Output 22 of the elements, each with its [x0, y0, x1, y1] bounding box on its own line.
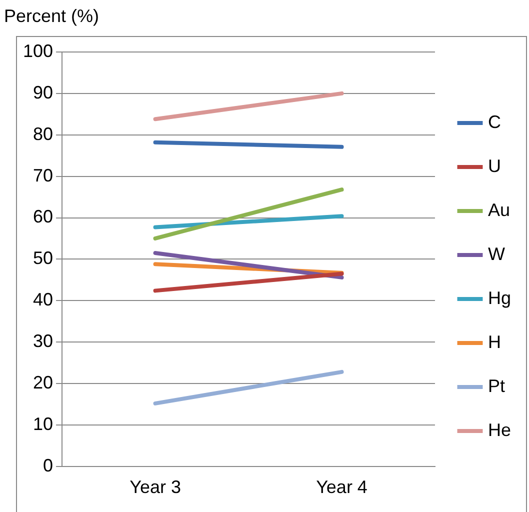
y-tick-label: 80: [33, 124, 54, 144]
y-tick-label: 70: [33, 165, 54, 186]
y-tick-label: 30: [33, 331, 54, 352]
legend-label: H: [488, 332, 501, 352]
y-axis-title: Percent (%): [4, 6, 100, 26]
legend-label: Au: [488, 200, 510, 220]
legend-label: W: [488, 244, 505, 264]
y-tick-label: 40: [33, 290, 54, 310]
legend-label: C: [488, 112, 501, 132]
legend-label: U: [488, 156, 501, 176]
x-tick-label: Year 3: [130, 477, 181, 498]
y-tick-label: 10: [33, 414, 54, 434]
y-tick-label: 20: [33, 372, 54, 392]
x-tick-label: Year 4: [316, 477, 368, 498]
legend-label: Pt: [488, 376, 506, 396]
legend-label: He: [488, 420, 512, 440]
y-tick-label: 60: [33, 206, 54, 227]
legend-label: Hg: [488, 288, 512, 308]
y-tick-label: 90: [33, 82, 54, 102]
y-tick-label: 50: [33, 248, 54, 268]
y-tick-label: 0: [43, 455, 54, 476]
y-tick-label: 100: [22, 40, 54, 61]
